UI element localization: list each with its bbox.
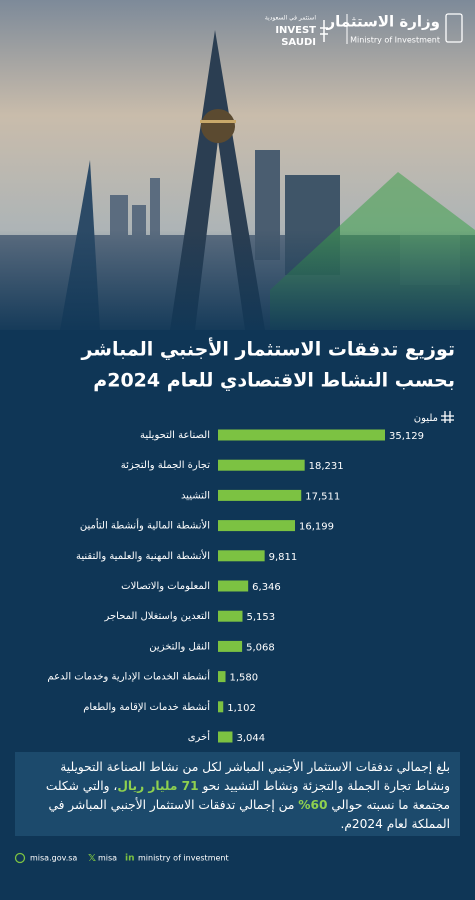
value-label: 5,153 bbox=[246, 612, 275, 623]
bar bbox=[218, 701, 224, 713]
bar bbox=[218, 459, 305, 471]
category-label: المعلومات والاتصالات bbox=[121, 581, 210, 592]
value-label: 6,346 bbox=[252, 582, 281, 593]
bar bbox=[218, 550, 265, 562]
value-label: 1,102 bbox=[227, 703, 256, 714]
value-label: 5,068 bbox=[246, 642, 275, 653]
summary-text: بلغ إجمالي تدفقات الاستثمار الأجنبي المب… bbox=[60, 760, 450, 793]
category-label: الأنشطة المالية وأنشطة التأمين bbox=[80, 518, 210, 532]
bar bbox=[218, 671, 226, 683]
bar bbox=[218, 429, 385, 441]
value-label: 3,044 bbox=[236, 733, 265, 744]
chart-title: بحسب النشاط الاقتصادي للعام 2024م bbox=[93, 370, 455, 393]
chart-title: توزيع تدفقات الاستثمار الأجنبي المباشر bbox=[80, 338, 455, 361]
value-label: 35,129 bbox=[389, 431, 424, 442]
category-label: الصناعة التحويلية bbox=[140, 430, 210, 441]
invest-logo bbox=[320, 20, 328, 42]
footer-linkedin[interactable]: ministry of investment bbox=[138, 854, 229, 863]
category-label: النقل والتخزين bbox=[149, 641, 210, 652]
category-label: التعدين واستغلال المحاجر bbox=[103, 611, 210, 622]
summary: بلغ إجمالي تدفقات الاستثمار الأجنبي المب… bbox=[15, 752, 460, 836]
invest-en: INVEST bbox=[275, 25, 316, 36]
value-label: 17,511 bbox=[305, 491, 340, 502]
ministry-ar: وزارة الاستثمار bbox=[326, 13, 440, 31]
summary-text: ، والتي شكلت مجتمعة ما نسبته حوالي bbox=[45, 779, 450, 812]
bar bbox=[218, 580, 249, 592]
value-label: 18,231 bbox=[309, 461, 344, 472]
bar bbox=[218, 640, 243, 652]
category-label: التشييد bbox=[181, 490, 210, 501]
footer-site[interactable]: misa.gov.sa bbox=[30, 854, 77, 863]
ministry-en: Ministry of Investment bbox=[350, 36, 440, 45]
value-label: 9,811 bbox=[269, 552, 298, 563]
footer-x[interactable]: misa bbox=[98, 854, 117, 863]
value-label: 1,580 bbox=[230, 673, 259, 684]
unit-label: مليون bbox=[414, 413, 438, 424]
x-icon: 𝕏 bbox=[88, 853, 96, 864]
bar bbox=[218, 489, 302, 501]
summary-text: من إجمالي تدفقات الاستثمار الأجنبي المبا… bbox=[48, 798, 450, 831]
summary-highlight: 60% bbox=[298, 798, 328, 812]
fade bbox=[0, 230, 475, 340]
bar bbox=[218, 610, 243, 622]
bar bbox=[218, 520, 296, 532]
summary-highlight: 71 مليار ريال bbox=[117, 779, 199, 793]
category-label: أخرى bbox=[188, 730, 211, 743]
bar bbox=[218, 731, 233, 743]
invest-en: SAUDI bbox=[281, 37, 316, 48]
category-label: الأنشطة المهنية والعلمية والتقنية bbox=[76, 549, 210, 562]
invest-ar: استثمر في السعودية bbox=[265, 15, 317, 22]
web-icon bbox=[14, 852, 26, 864]
category-label: أنشطة خدمات الإقامة والطعام bbox=[83, 700, 210, 713]
value-label: 16,199 bbox=[299, 522, 334, 533]
emblem bbox=[445, 13, 463, 43]
linkedin-icon: in bbox=[125, 854, 135, 864]
category-label: تجارة الجملة والتجزئة bbox=[121, 460, 210, 471]
riyal-symbol bbox=[441, 411, 454, 423]
category-label: أنشطة الخدمات الإدارية وخدمات الدعم bbox=[47, 670, 210, 683]
